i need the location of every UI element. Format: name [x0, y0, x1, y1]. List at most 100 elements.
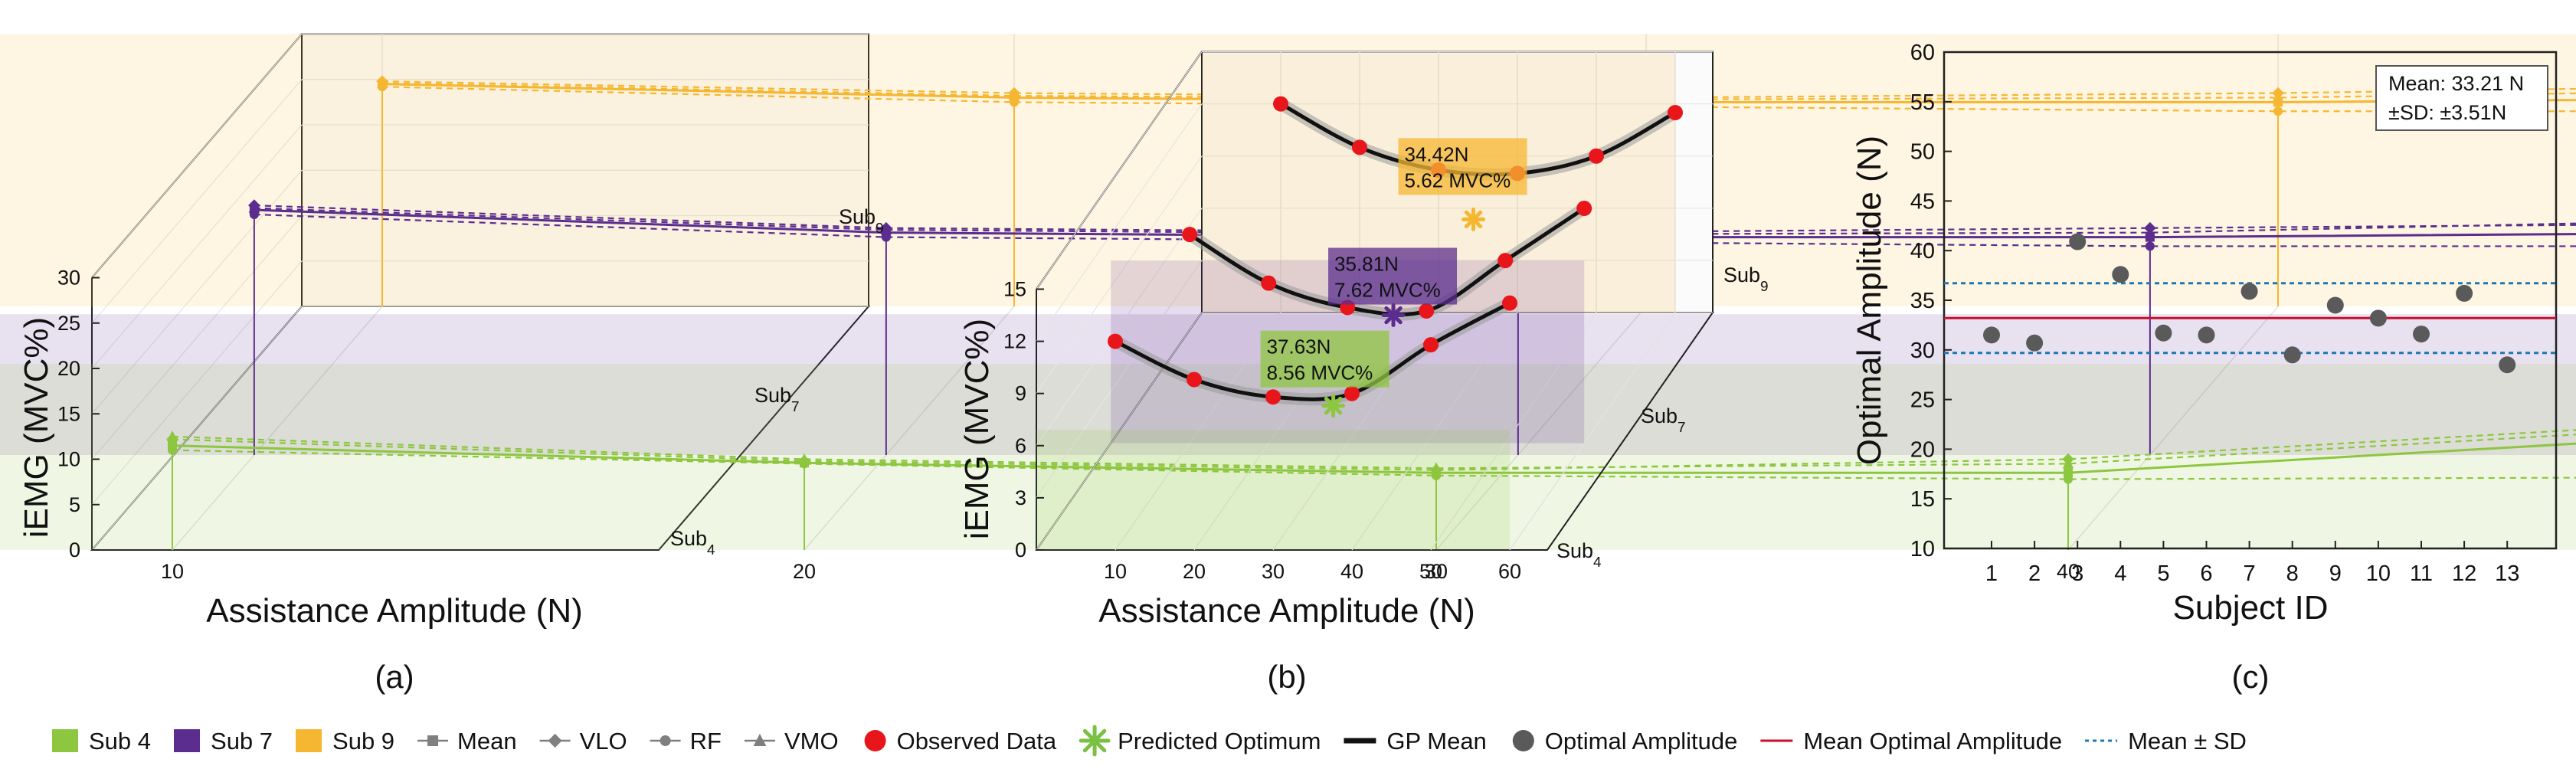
observed-data-point — [1187, 371, 1202, 388]
optimal-amplitude-point — [2026, 334, 2044, 352]
legend-item: Sub 7 — [174, 728, 273, 754]
x-tick-label: 6 — [2200, 561, 2212, 586]
y-tick-label: 0 — [1015, 538, 1026, 561]
stats-box — [2375, 65, 2548, 131]
x-tick-label: 4 — [2114, 561, 2126, 586]
observed-data-point — [1182, 227, 1198, 243]
legend-marker — [548, 733, 562, 748]
observed-data-point — [1589, 148, 1604, 164]
data-point-vmo — [248, 201, 260, 213]
optimal-amplitude-point — [2112, 266, 2129, 283]
x-tick-label: 20 — [793, 560, 816, 583]
legend-label: Observed Data — [897, 728, 1057, 754]
legend-item: VMO — [744, 728, 839, 754]
optimal-amplitude-point — [2456, 284, 2473, 302]
optimal-amplitude-point — [2240, 283, 2258, 300]
predicted-optimum-marker — [1461, 207, 1486, 231]
legend-item: VLO — [539, 728, 627, 754]
x-tick-label: 7 — [2244, 561, 2256, 586]
legend-item: Observed Data — [864, 728, 1057, 754]
depth-label-sub7: Sub7 — [1641, 404, 1686, 436]
depth-label-sub4: Sub4 — [670, 527, 715, 558]
observed-data-point — [1502, 295, 1517, 311]
data-point-vmo — [376, 77, 388, 88]
observed-data-point — [1261, 275, 1277, 291]
floor-gridline — [2067, 306, 2279, 551]
legend-label: Predicted Optimum — [1118, 728, 1321, 754]
depth-label-sub9-main: Sub — [839, 205, 876, 228]
data-point-rf — [1432, 470, 1441, 480]
data-point-vmo — [1008, 90, 1020, 101]
x-tick-label: 12 — [2452, 561, 2476, 586]
series-line-mean — [254, 208, 2576, 239]
depth-label-sub7-main: Sub — [754, 384, 791, 407]
observed-data-point — [1497, 253, 1514, 269]
optimal-amplitude-point — [2326, 296, 2344, 314]
y-tick-label: 6 — [1015, 434, 1026, 457]
legend-label: Sub 7 — [211, 728, 273, 754]
optimum-annotation-box — [1398, 138, 1527, 195]
floor-gridline — [1351, 312, 1518, 551]
x-tick-label: 2 — [2028, 561, 2041, 586]
y-tick-label: 0 — [69, 538, 80, 561]
legend-item: Mean — [417, 728, 517, 754]
depth-label-sub9: Sub9 — [839, 205, 884, 237]
legend-item: Mean ± SD — [2085, 728, 2247, 754]
legend-label: Mean ± SD — [2128, 728, 2247, 754]
predicted-optimum-marker-stroke — [1324, 396, 1343, 415]
x-tick-label: 10 — [161, 560, 184, 583]
depth-label-sub4-subscript: 4 — [1593, 555, 1602, 571]
x-tick-label: 8 — [2286, 561, 2299, 586]
optimal-amplitude-point — [2069, 233, 2087, 250]
panel-caption: (b) — [1267, 659, 1306, 695]
legend-marker — [753, 733, 767, 746]
side-gridline — [91, 215, 303, 460]
x-tick-label: 40 — [2057, 560, 2080, 583]
legend-swatch — [52, 729, 78, 752]
series-line-mean — [381, 83, 2576, 103]
side-gridline — [1036, 312, 1203, 551]
observed-data-point — [1108, 333, 1123, 349]
data-point-vmo — [1430, 462, 1442, 473]
observed-data-point — [1273, 96, 1288, 112]
x-axis-title: Subject ID — [2173, 589, 2329, 627]
y-tick-label: 40 — [1910, 239, 1935, 263]
predicted-optimum-marker-stroke — [1384, 306, 1403, 325]
subject-plane — [1036, 430, 1510, 550]
optimal-amplitude-point — [2413, 326, 2430, 343]
panel-caption: (a) — [375, 659, 414, 695]
stats-sd-label: ±SD: ±3.51N — [2388, 101, 2506, 124]
optimal-amplitude-point — [2283, 346, 2301, 364]
series-line-vlo — [172, 429, 2576, 471]
x-tick-label: 20 — [1183, 560, 1206, 583]
series-line-rf — [172, 449, 2576, 480]
stats-mean-label: Mean: 33.21 N — [2388, 72, 2524, 95]
legend-label: VLO — [580, 728, 627, 754]
gp-mean-curve — [1114, 301, 1511, 401]
legend-label: Sub 9 — [332, 728, 394, 754]
optimum-annotation-amplitude: 37.63N — [1267, 335, 1331, 358]
y-axis-title: iEMG (MVC%) — [18, 317, 55, 538]
y-tick-label: 5 — [69, 493, 80, 516]
x-tick-label: 11 — [2410, 561, 2433, 586]
data-point-rf — [2145, 241, 2155, 251]
x-tick-label: 50 — [1419, 560, 1442, 583]
depth-label-sub4-main: Sub — [1556, 539, 1593, 562]
observed-data-point — [1576, 201, 1592, 217]
data-point-vmo — [2062, 457, 2074, 469]
x-tick-label: 10 — [1104, 560, 1127, 583]
optimum-annotation-iemg: 5.62 MVC% — [1405, 169, 1511, 191]
series-line-rf — [254, 213, 2576, 247]
x-tick-label: 30 — [1262, 560, 1285, 583]
legend-label: Mean — [457, 728, 517, 754]
x-tick-label: 9 — [2329, 561, 2342, 586]
optimum-annotation-box — [1328, 247, 1458, 305]
optimum-annotation-amplitude: 35.81N — [1334, 253, 1399, 276]
optimal-amplitude-point — [1983, 326, 2000, 344]
legend-star-stroke — [1082, 728, 1107, 753]
depth-label-sub9: Sub9 — [1723, 263, 1769, 295]
data-point-mean — [2064, 468, 2073, 478]
x-tick-label: 30 — [1425, 560, 1448, 583]
legend-dot — [1512, 730, 1534, 751]
